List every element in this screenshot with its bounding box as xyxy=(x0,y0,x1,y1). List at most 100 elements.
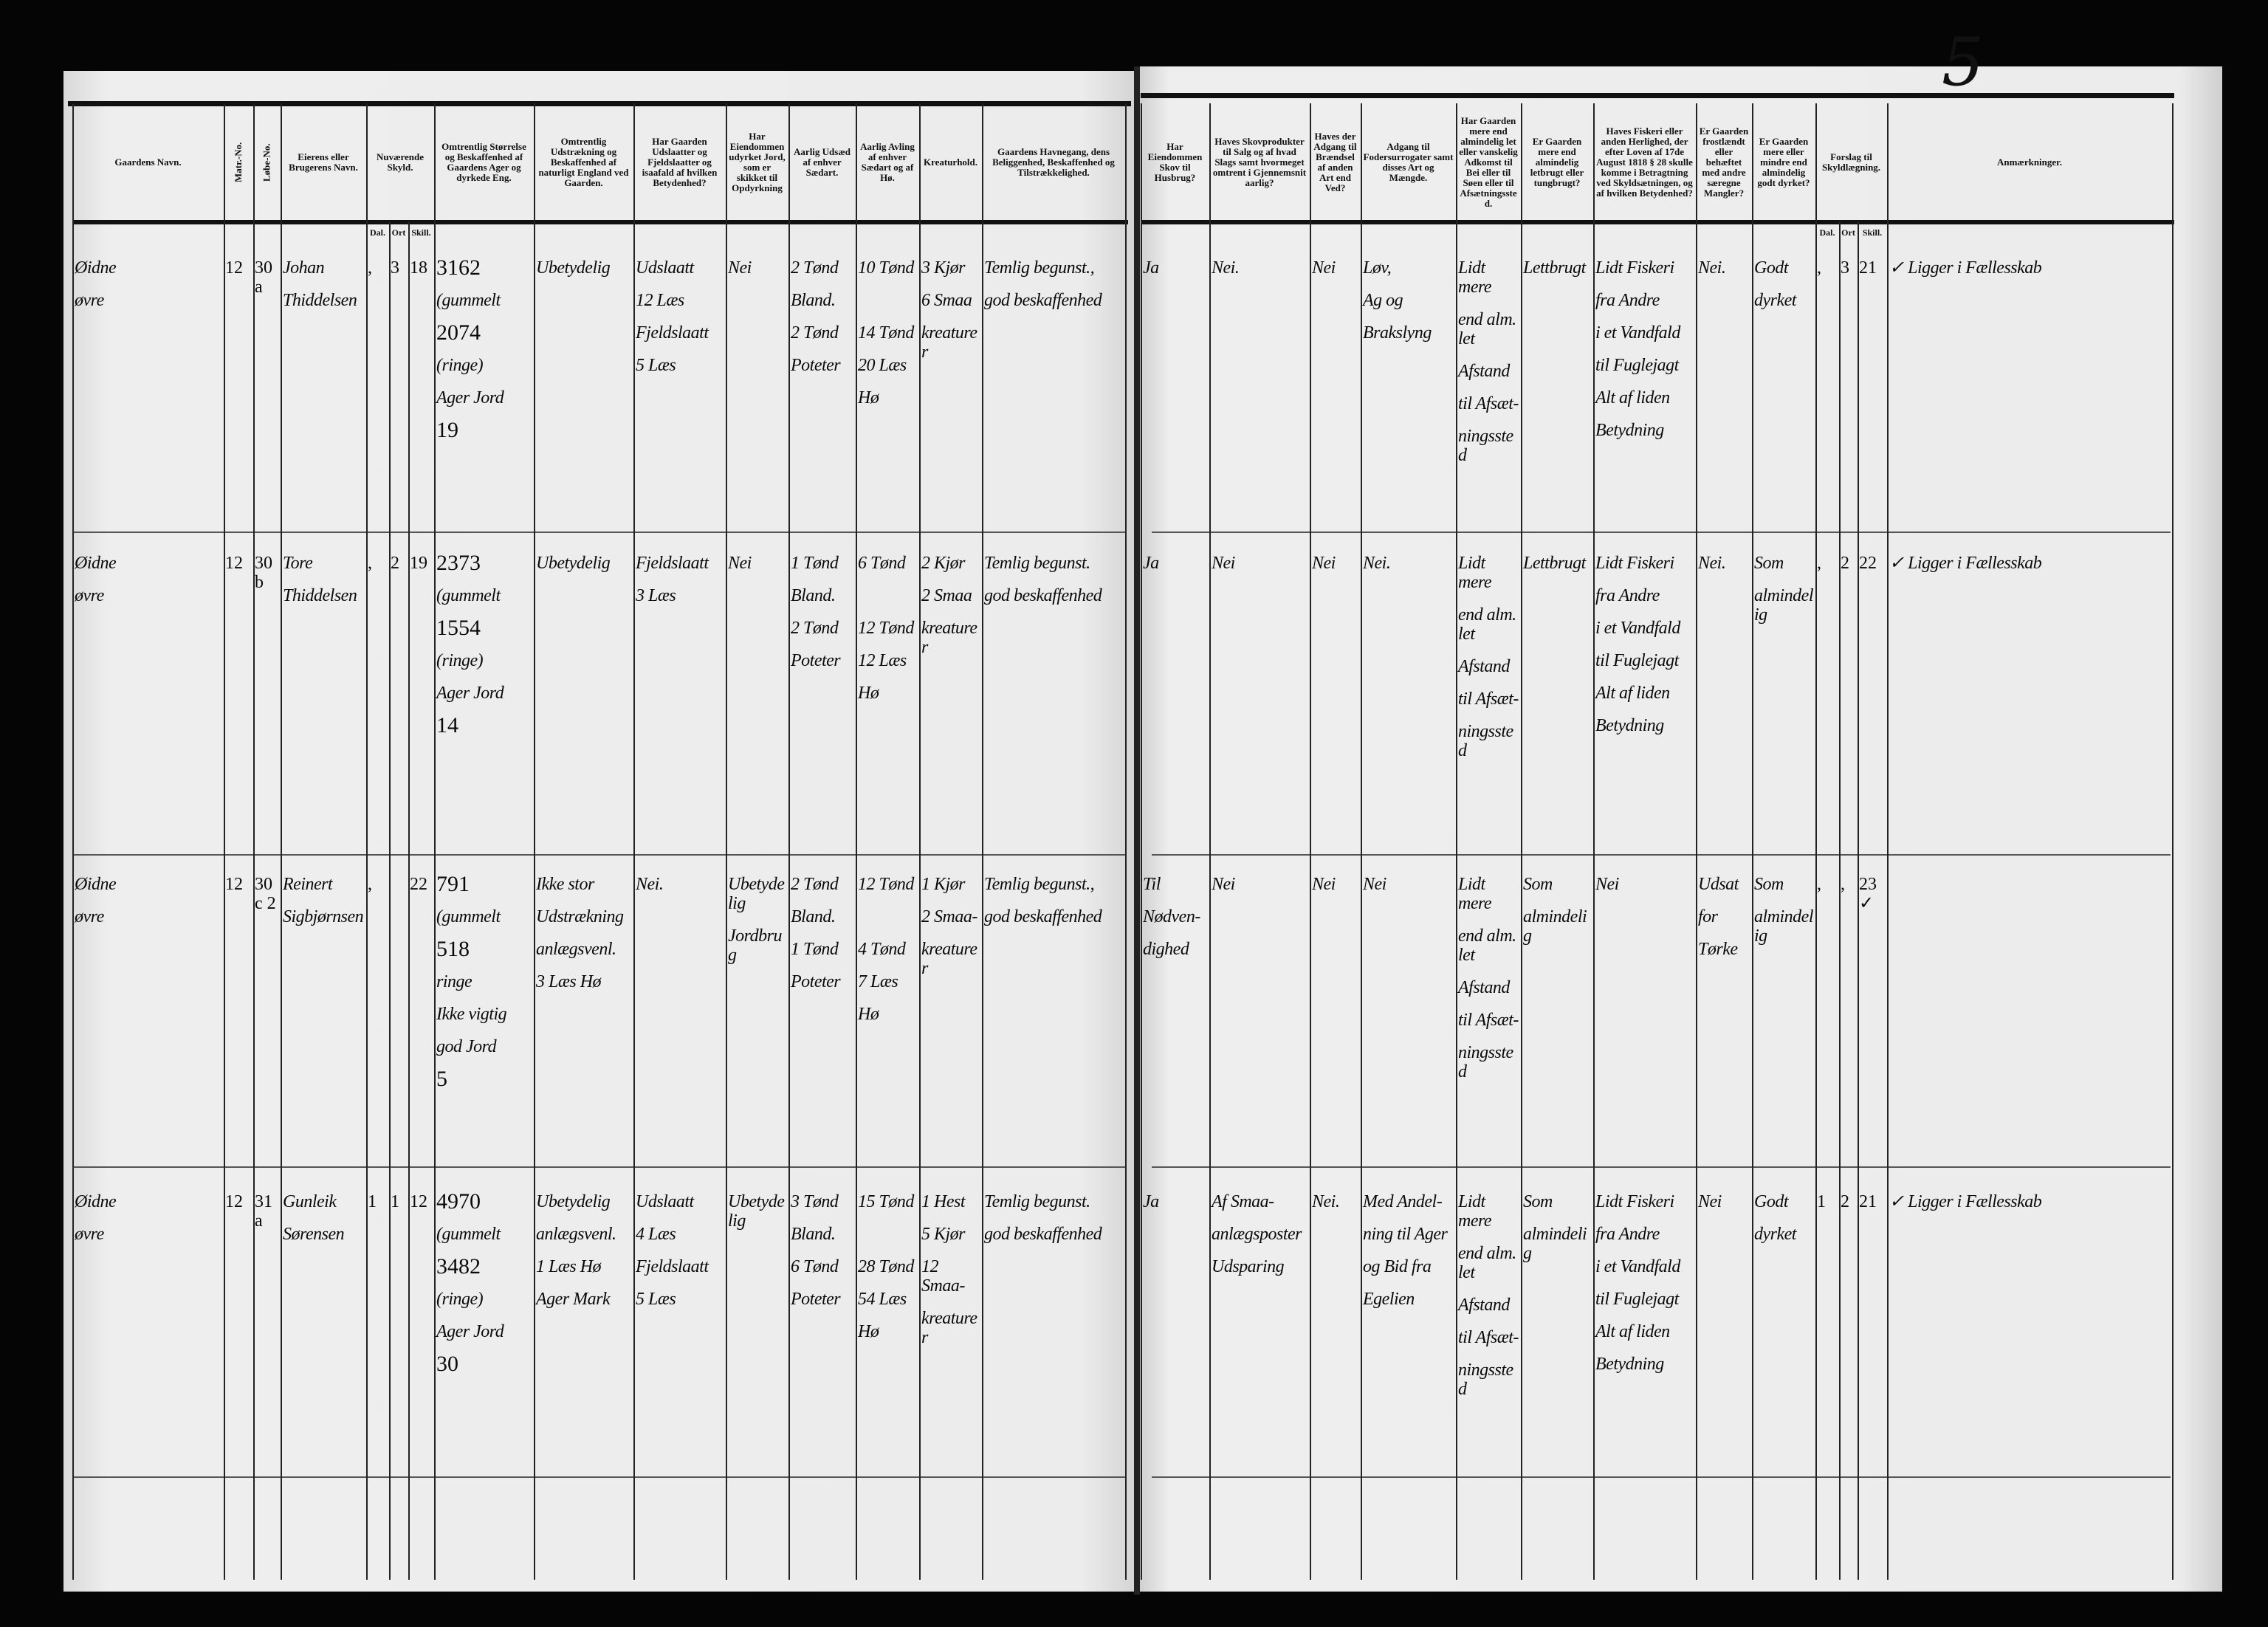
table-cell: 12 xyxy=(224,258,252,278)
cell-line: 3162 xyxy=(436,255,481,280)
table-cell: 3 xyxy=(1840,258,1857,278)
column-rule xyxy=(1752,103,1753,1580)
cell-line: 54 Læs xyxy=(858,1290,907,1309)
column-rule xyxy=(366,103,368,1580)
column-rule xyxy=(1521,103,1522,1580)
table-cell: 21 xyxy=(1858,1192,1886,1211)
column-rule xyxy=(1456,103,1457,1580)
cell-line: kreaturer xyxy=(921,1309,977,1347)
cell-line: øvre xyxy=(75,586,104,605)
table-cell: Nei xyxy=(1697,1192,1751,1211)
cell-line: Lidt Fiskeri xyxy=(1595,1192,1674,1211)
cell-line: 2 Tønd xyxy=(791,875,839,894)
cell-line: 30 xyxy=(436,1352,458,1376)
cell-line: ✓ Ligger i Fællesskab xyxy=(1889,1192,2042,1211)
table-cell: 2 xyxy=(1840,1192,1857,1211)
column-header: Eierens eller Brugerens Navn. xyxy=(289,151,358,173)
cell-line: 21 xyxy=(1859,258,1877,278)
page-number: 5 xyxy=(1942,24,1984,101)
cell-line: Poteter xyxy=(791,356,841,375)
column-header: Matr.-No. xyxy=(233,142,244,183)
table-cell: Ubetydelig xyxy=(535,554,633,573)
cell-line xyxy=(1889,875,2170,894)
cell-line: 2 xyxy=(391,554,399,573)
cell-line: 12 xyxy=(225,554,243,573)
table-cell: Som almindelig xyxy=(1753,875,1815,946)
cell-line: Udslaatt xyxy=(636,258,694,278)
cell-line: Nei xyxy=(728,554,752,573)
column-header: Nuværende Skyld. xyxy=(376,151,425,173)
table-cell: Lettbrugt xyxy=(1522,554,1592,573)
forslag-subheader: Dal. xyxy=(1819,227,1835,238)
cell-line: 23✓ xyxy=(1859,875,1877,913)
forslag-subheader: Ort xyxy=(1841,227,1855,238)
column-rule xyxy=(389,221,391,1580)
cell-line: 2 Tønd xyxy=(791,619,839,638)
table-cell: 2 Tønd Bland. 2 Tønd Poteter xyxy=(789,258,855,375)
cell-line: Afstand xyxy=(1458,362,1510,381)
cell-line: Nei xyxy=(1595,875,1619,894)
table-cell: Lidt Fiskeri fra Andre i et Vandfald til Fu… xyxy=(1594,554,1695,735)
table-cell: 12 Tønd 4 Tønd 7 Læs Hø xyxy=(856,875,918,1024)
table-cell: 12 xyxy=(409,1192,433,1211)
table-cell: Godt dyrket xyxy=(1753,258,1815,310)
cell-line: for xyxy=(1698,907,1718,926)
cell-line: 3482 xyxy=(436,1254,481,1279)
cell-line: Ja xyxy=(1143,258,1159,278)
cell-line: Temlig begunst. xyxy=(984,554,1090,573)
cell-line: Lidt mere xyxy=(1458,1192,1492,1231)
cell-line: Nei xyxy=(1212,554,1235,573)
cell-line: Ikke vigtig xyxy=(436,1005,507,1024)
cell-line: fra Andre xyxy=(1595,586,1660,605)
cell-line: 5 Læs xyxy=(636,1290,676,1309)
column-rule xyxy=(1593,103,1595,1580)
column-rule xyxy=(1858,221,1859,1580)
table-cell: Reinert Sigbjørnsen xyxy=(281,875,365,926)
cell-line: 30b xyxy=(255,554,272,592)
table-cell: Øidne øvre xyxy=(73,258,223,310)
cell-line: dyrket xyxy=(1754,291,1796,310)
cell-line: Gunleik xyxy=(283,1192,337,1211)
cell-line: 6 Tønd xyxy=(858,554,906,573)
cell-line: Betydning xyxy=(1595,716,1664,735)
cell-line: Ager Mark xyxy=(536,1290,611,1309)
cell-line: kreaturer xyxy=(921,323,977,362)
cell-line: 5 xyxy=(436,1067,447,1091)
cell-line: 10 Tønd xyxy=(858,258,914,278)
cell-line: 2 Tønd xyxy=(791,258,839,278)
table-cell: Lidt mere end alm. let Afstand til Afsæt-ni… xyxy=(1457,554,1520,760)
table-cell: 22 xyxy=(1858,554,1886,573)
table-cell: 1 xyxy=(1816,1192,1838,1211)
cell-line: Tørke xyxy=(1698,940,1738,959)
table-cell xyxy=(1888,875,2171,894)
cell-line: til Afsæt- xyxy=(1458,1328,1519,1347)
cell-line: Fjeldslaatt xyxy=(636,323,709,343)
table-cell: Øidne øvre xyxy=(73,554,223,605)
cell-line: Nei xyxy=(1363,875,1386,894)
table-cell: Gunleik Sørensen xyxy=(281,1192,365,1244)
cell-line: 5 Læs xyxy=(636,356,676,375)
cell-line: Nei xyxy=(1698,1192,1722,1211)
cell-line: til Afsæt- xyxy=(1458,689,1519,709)
cell-line: 22 xyxy=(1859,554,1877,573)
cell-line: Ubetydelig xyxy=(536,554,611,573)
cell-line: anlægsvenl. xyxy=(536,940,616,959)
table-cell: Nei xyxy=(1310,258,1360,278)
column-rule xyxy=(856,103,857,1580)
column-header: Gaardens Havnegang, dens Beliggenhed, Be… xyxy=(992,146,1115,178)
cell-line: 3 Læs Hø xyxy=(536,972,602,991)
column-rule xyxy=(726,103,727,1580)
table-cell: Nei xyxy=(726,554,788,573)
cell-line: Ikke stor xyxy=(536,875,594,894)
cell-line: Som xyxy=(1523,1192,1553,1211)
cell-line: 22 xyxy=(410,875,427,894)
cell-line: øvre xyxy=(75,1225,104,1244)
table-cell: Øidne øvre xyxy=(73,875,223,926)
cell-line: Hø xyxy=(858,388,879,407)
cell-line: ✓ Ligger i Fællesskab xyxy=(1889,258,2042,278)
table-cell: Udsat for Tørke xyxy=(1697,875,1751,959)
cell-line: Thiddelsen xyxy=(283,586,357,605)
table-cell: Nei. xyxy=(1697,554,1751,573)
table-cell: , xyxy=(1816,258,1838,278)
cell-line: (gummelt xyxy=(436,586,501,605)
